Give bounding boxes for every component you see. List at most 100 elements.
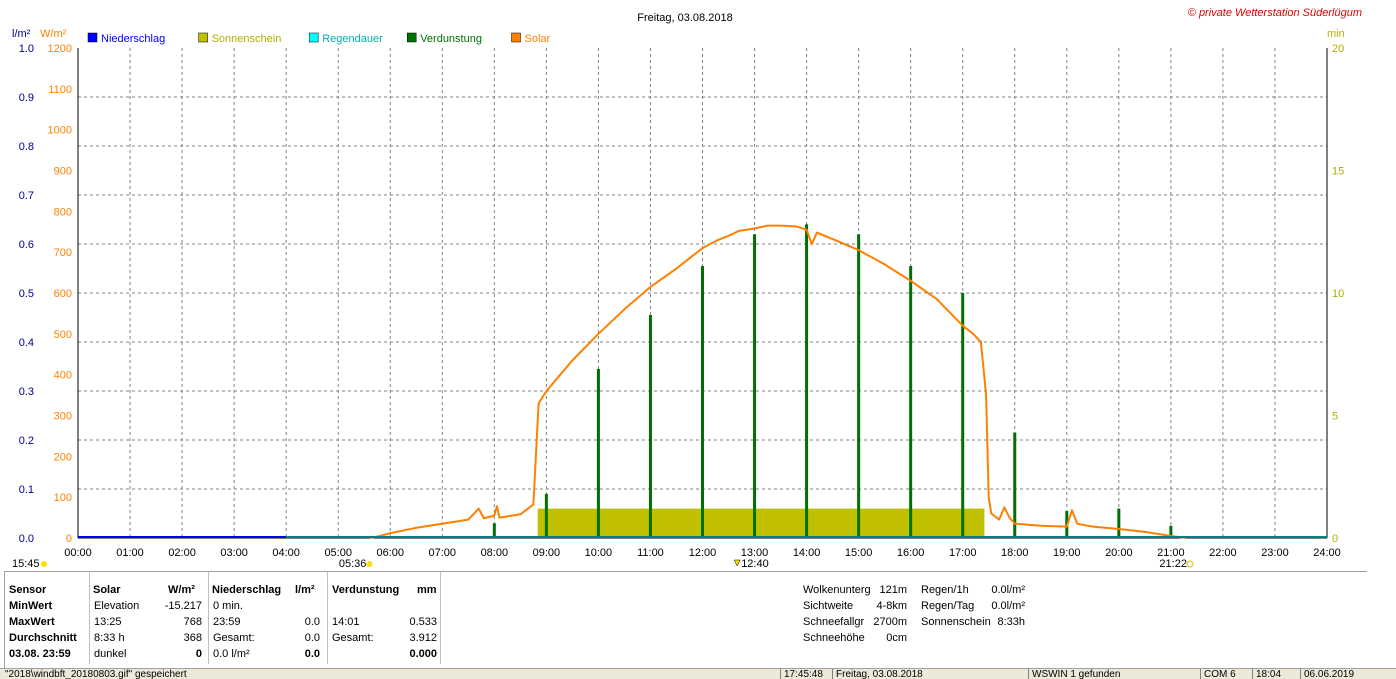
column-divider: [89, 572, 90, 664]
y-solar-tick-label: 600: [54, 288, 72, 300]
axis-ticks: 00:00 01:00 02:00 03:00 04:00 05:00 06:00 07:00…: [19, 43, 1345, 559]
y-solar-tick-label: 500: [54, 329, 72, 341]
daylength-sun-icon: [41, 561, 47, 567]
unit-precip-label: l/m²: [12, 28, 31, 40]
sun-markers: 05:36 21:22 12:40 15:45: [12, 558, 1194, 570]
evaporation-bar: [1169, 525, 1173, 538]
evaporation-bar: [805, 224, 809, 538]
solar-header: Solar: [93, 584, 121, 596]
chart-title: Freitag, 03.08.2018: [637, 12, 732, 24]
x-tick-label: 23:00: [1261, 547, 1289, 559]
x-tick-label: 17:00: [949, 547, 977, 559]
evaporation-bar: [701, 266, 704, 538]
weather-summary-cell: 121m: [879, 584, 907, 596]
stats-cell: Gesamt:: [332, 632, 374, 644]
y-solar-tick-label: 1100: [48, 84, 72, 96]
weather-summary-cell: Regen/1h: [921, 584, 969, 596]
weather-summary-cell: Sonnenschein: [921, 616, 991, 628]
x-tick-label: 19:00: [1053, 547, 1081, 559]
x-tick-label: 02:00: [168, 547, 196, 559]
stats-cell: 8:33 h: [94, 632, 125, 644]
evaporation-bar: [753, 234, 757, 538]
stats-panel: Sensor Solar W/m² Niederschlag l/m² Verd…: [4, 571, 1367, 668]
sunset-marker: [1186, 560, 1194, 568]
legend-swatch: [198, 32, 208, 43]
y-precip-tick-label: 0.9: [19, 92, 34, 104]
x-tick-label: 03:00: [220, 547, 248, 559]
solar-unit-header: W/m²: [168, 584, 195, 596]
stats-cell: 13:25: [94, 616, 122, 628]
y-solar-tick-label: 300: [54, 411, 72, 423]
x-tick-label: 13:00: [741, 547, 769, 559]
x-tick-label: 12:00: [689, 547, 717, 559]
precip-unit-header: l/m²: [295, 584, 315, 596]
column-divider: [327, 572, 328, 664]
y-precip-tick-label: 0.7: [19, 190, 34, 202]
y-solar-tick-label: 1000: [48, 125, 72, 137]
evaporation-bar: [1117, 508, 1121, 538]
sensor-header: Sensor: [9, 584, 47, 596]
column-divider: [208, 572, 209, 664]
weather-summary-cell: 0.0l/m²: [991, 600, 1025, 612]
stats-cell: 0: [195, 648, 202, 660]
noon-marker: [733, 559, 741, 567]
y-minutes-tick-label: 0: [1332, 533, 1338, 545]
legend-swatch: [308, 32, 319, 43]
x-tick-label: 24:00: [1313, 547, 1341, 559]
y-precip-tick-label: 0.1: [19, 484, 34, 496]
evaporation-bar: [648, 315, 652, 538]
status-wswin: WSWIN 1 gefunden: [1028, 669, 1198, 679]
y-solar-tick-label: 100: [54, 492, 72, 504]
stats-cell: 0.533: [409, 616, 437, 628]
status-date: Freitag, 03.08.2018: [832, 669, 1026, 679]
x-tick-label: 00:00: [64, 547, 92, 559]
daylength-label: 15:45: [12, 558, 40, 570]
x-tick-label: 07:00: [429, 547, 457, 559]
evaporation-bar: [492, 523, 496, 538]
stats-cell: Gesamt:: [213, 632, 255, 644]
stats-cell: Elevation: [94, 600, 140, 612]
weather-summary-cell: Regen/Tag: [921, 600, 975, 612]
status-today: 06.06.2019: [1300, 669, 1364, 679]
stats-cell: 0.0 l/m²: [213, 648, 250, 660]
x-tick-label: 05:00: [324, 547, 352, 559]
stats-cell: 0.000: [409, 648, 437, 660]
x-tick-label: 10:00: [585, 547, 613, 559]
sunset-label: 21:22: [1159, 558, 1187, 570]
solar-line: [369, 224, 1187, 539]
status-clock: 18:04: [1252, 669, 1298, 679]
stats-cell: 0.0: [304, 632, 320, 644]
legend: Niederschlag Sonnenschein Regendauer Verdun…: [87, 32, 551, 45]
x-tick-label: 20:00: [1105, 547, 1133, 559]
y-solar-tick-label: 200: [54, 451, 72, 463]
status-time: 17:45:48: [780, 669, 829, 679]
weather-summary-cell: Sichtweite: [803, 600, 854, 612]
stats-cell: -15.217: [164, 600, 202, 612]
noon-label: 12:40: [741, 558, 769, 570]
y-solar-tick-label: 0: [66, 533, 72, 545]
y-precip-tick-label: 0.8: [19, 141, 34, 153]
x-tick-label: 06:00: [376, 547, 404, 559]
y-precip-tick-label: 0.4: [19, 337, 34, 349]
y-precip-tick-label: 0.0: [19, 533, 34, 545]
x-tick-label: 14:00: [793, 547, 821, 559]
legend-swatch: [87, 32, 98, 43]
stats-cell: 0 min.: [213, 600, 243, 612]
stats-cell: 368: [183, 632, 202, 644]
evaporation-bar: [596, 368, 600, 538]
y-solar-tick-label: 1200: [48, 43, 72, 55]
sunrise-marker: [366, 561, 373, 567]
sunrise-label: 05:36: [339, 558, 367, 570]
weather-summary-cell: Schneefallgr: [803, 616, 865, 628]
status-file-saved: "2018\windbft_20180803.gif" gespeichert: [5, 669, 187, 679]
y-solar-tick-label: 800: [54, 206, 72, 218]
stats-cell: 768: [183, 616, 202, 628]
evaporation-bar: [544, 493, 548, 538]
weather-summary-cell: 4-8km: [876, 600, 907, 612]
evaporation-bars: [492, 224, 1173, 538]
stats-cell: MaxWert: [9, 616, 55, 628]
evaporation-bar: [857, 234, 861, 538]
x-tick-label: 08:00: [481, 547, 509, 559]
legend-swatch: [511, 32, 521, 43]
x-tick-label: 09:00: [533, 547, 561, 559]
